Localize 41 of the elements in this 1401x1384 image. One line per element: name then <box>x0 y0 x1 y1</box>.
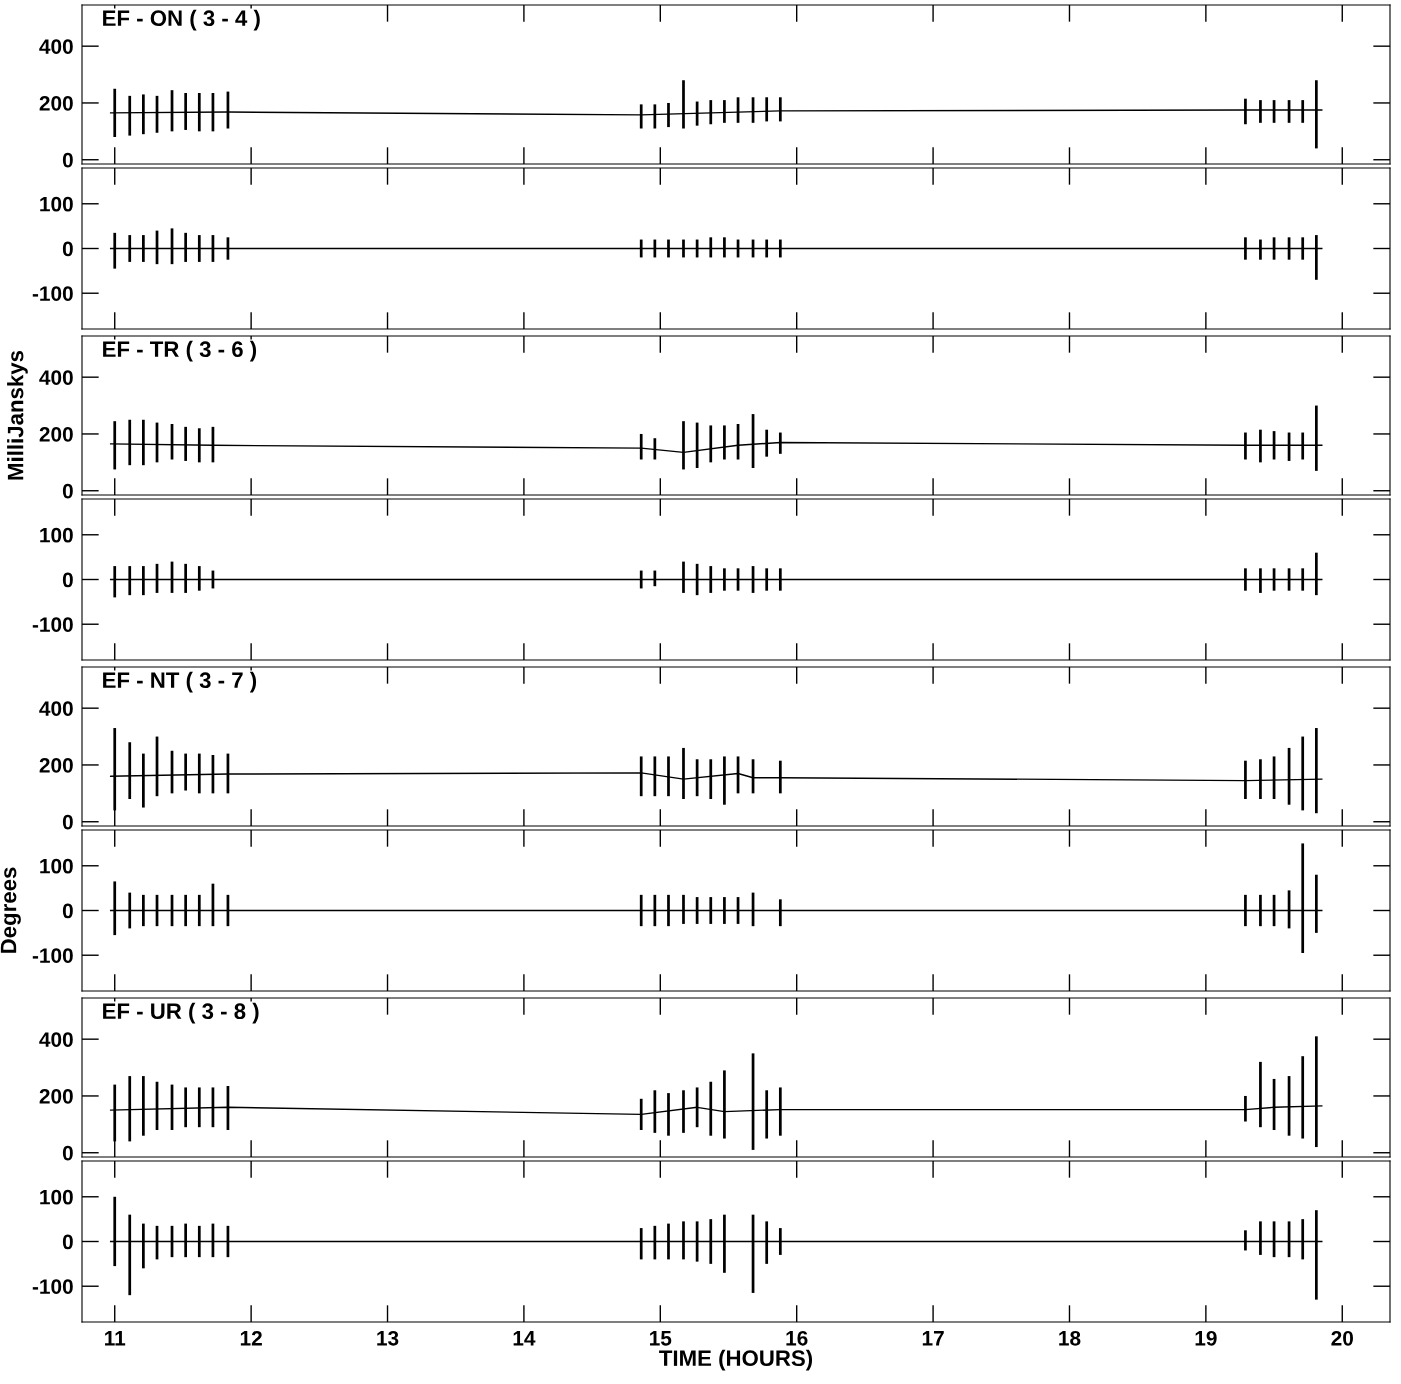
y-tick-label: 400 <box>39 39 73 54</box>
y-tick-label: -100 <box>32 286 73 301</box>
y-tick-label: 400 <box>39 370 73 385</box>
y-tick-label: 200 <box>39 95 73 111</box>
chart-title: EF - UR ( 3 - 8 ) <box>103 1002 259 1024</box>
chart-title: EF - ON ( 3 - 4 ) <box>103 9 260 31</box>
y-tick-label: -100 <box>32 948 73 963</box>
chart-title: EF - TR ( 3 - 6 ) <box>103 340 257 362</box>
x-tick-label: 11 <box>105 1331 126 1346</box>
x-tick-label: 18 <box>1059 1330 1081 1346</box>
x-tick-label: 16 <box>786 1330 808 1346</box>
y-tick-label: 200 <box>39 757 73 773</box>
y-tick-label: 100 <box>40 196 73 212</box>
x-tick-label: 14 <box>513 1331 536 1346</box>
y-tick-label: 100 <box>40 1189 73 1205</box>
x-axis-title: TIME (HOURS) <box>659 1349 813 1371</box>
y-tick-label: 400 <box>39 1032 73 1047</box>
x-tick-label: 13 <box>377 1330 399 1346</box>
x-tick-label: 15 <box>650 1331 672 1346</box>
y-tick-label: 100 <box>40 527 73 543</box>
y-tick-label: -100 <box>32 617 73 632</box>
y-axis-title: Degrees <box>0 867 21 953</box>
y-tick-label: 0 <box>62 903 73 919</box>
chart-title: EF - NT ( 3 - 7 ) <box>103 671 257 693</box>
y-tick-label: 0 <box>62 1145 73 1161</box>
y-tick-label: 0 <box>62 241 73 257</box>
y-tick-label: 200 <box>39 1088 73 1104</box>
y-tick-label: 200 <box>39 426 73 442</box>
y-tick-label: 0 <box>62 814 73 830</box>
y-tick-label: 0 <box>62 483 73 499</box>
x-tick-label: 19 <box>1195 1330 1217 1346</box>
y-tick-label: 0 <box>62 572 73 588</box>
x-tick-label: 17 <box>922 1331 944 1346</box>
x-tick-label: 12 <box>240 1330 262 1346</box>
y-tick-label: 0 <box>62 1234 73 1250</box>
y-tick-label: 400 <box>39 701 73 716</box>
y-tick-label: -100 <box>32 1279 73 1294</box>
y-tick-label: 0 <box>62 152 73 168</box>
y-tick-label: 100 <box>40 858 73 874</box>
y-axis-title: MilliJanskys <box>7 350 28 480</box>
x-tick-label: 20 <box>1331 1330 1353 1346</box>
